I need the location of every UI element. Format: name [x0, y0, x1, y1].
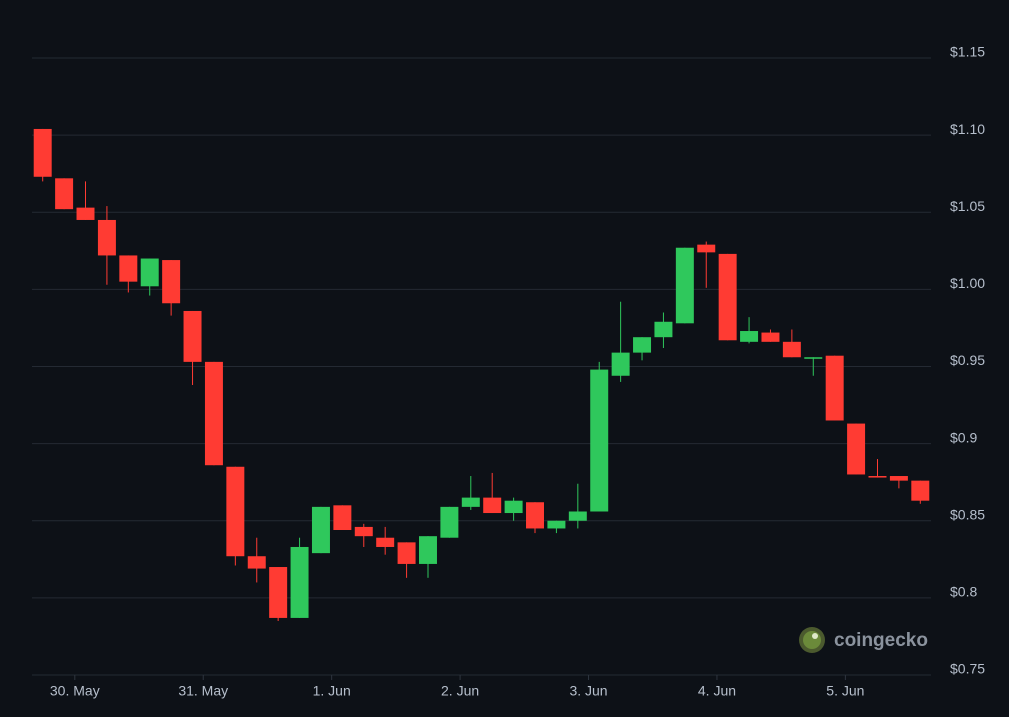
candle-body — [804, 357, 823, 359]
candle-body — [825, 355, 844, 421]
candle-body — [675, 247, 694, 324]
candle-body — [568, 511, 587, 521]
candle-body — [247, 556, 266, 569]
x-tick-label: 2. Jun — [441, 683, 479, 699]
candle-body — [33, 128, 52, 177]
y-tick-label: $0.9 — [950, 429, 977, 445]
candle-body — [911, 480, 930, 501]
watermark-logo-inner — [803, 631, 821, 649]
candle-body — [526, 502, 545, 529]
candle-body — [590, 369, 609, 512]
y-tick-label: $0.75 — [950, 661, 985, 677]
candle-body — [183, 310, 202, 362]
candle-body — [847, 423, 866, 475]
candle-body — [483, 497, 502, 514]
candle-body — [354, 526, 373, 537]
candle-body — [740, 331, 759, 342]
x-tick-label: 30. May — [50, 683, 100, 699]
candles — [33, 128, 930, 622]
watermark: coingecko — [799, 627, 928, 653]
y-tick-label: $1.00 — [950, 275, 985, 291]
x-tick-label: 31. May — [178, 683, 228, 699]
candle-body — [226, 466, 245, 557]
candle-body — [204, 361, 223, 466]
x-tick-label: 1. Jun — [313, 683, 351, 699]
candle-body — [761, 332, 780, 342]
candle-body — [311, 506, 330, 554]
candle-body — [119, 255, 138, 282]
candle-body — [76, 207, 95, 220]
candle-body — [633, 337, 652, 353]
candle-body — [376, 537, 395, 547]
x-tick-label: 5. Jun — [826, 683, 864, 699]
x-tick-label: 4. Jun — [698, 683, 736, 699]
candle-body — [654, 321, 673, 338]
grid — [32, 57, 931, 676]
candle-body — [697, 244, 716, 253]
candle-body — [162, 260, 181, 304]
candle-body — [718, 253, 737, 341]
x-tick-label: 3. Jun — [569, 683, 607, 699]
candle-body — [611, 352, 630, 376]
y-tick-label: $1.15 — [950, 44, 985, 60]
y-tick-label: $1.10 — [950, 121, 985, 137]
candle-body — [333, 505, 352, 531]
candle-body — [397, 542, 416, 564]
candle-body — [868, 476, 887, 478]
y-tick-label: $1.05 — [950, 198, 985, 214]
candle-body — [55, 178, 74, 210]
candle-body — [889, 476, 908, 481]
candle-body — [461, 497, 480, 507]
y-tick-label: $0.8 — [950, 584, 977, 600]
candle-body — [269, 567, 288, 618]
candle-body — [418, 536, 437, 564]
axis-labels: $0.75 $0.8 $0.85 $0.9 $0.95 $1.00 $1.05 $1.10 $1… — [50, 44, 985, 699]
y-tick-label: $0.85 — [950, 506, 985, 522]
watermark-text: coingecko — [834, 630, 928, 651]
candle-body — [504, 500, 523, 514]
candle-body — [140, 258, 159, 287]
watermark-logo-eye — [812, 633, 818, 639]
y-tick-label: $0.95 — [950, 352, 985, 368]
candle-body — [97, 219, 116, 256]
candle-body — [547, 520, 566, 529]
candle-body — [440, 506, 459, 538]
candle-body — [290, 546, 309, 618]
candle-body — [782, 341, 801, 358]
